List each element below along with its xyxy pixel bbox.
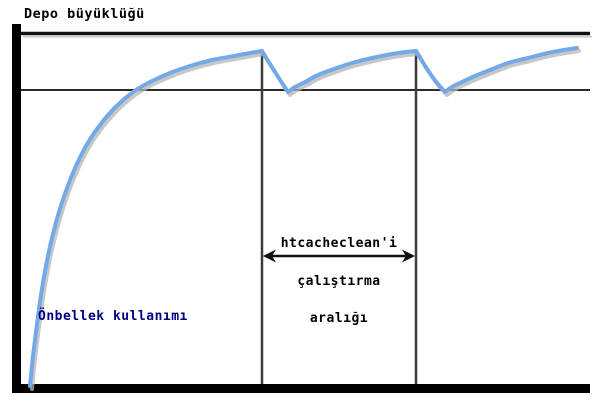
cache-usage-label: Önbellek kullanımı <box>38 309 188 324</box>
y-axis-title: Depo büyüklüğü <box>24 6 145 22</box>
interval-label-line3: aralığı <box>309 311 369 326</box>
left-axis <box>12 24 21 393</box>
interval-arrow-head-left <box>263 249 276 263</box>
bottom-axis <box>12 384 590 393</box>
interval-arrow-head-right <box>402 249 415 263</box>
interval-label: htcacheclean'i çalıştırma aralığı <box>262 213 416 351</box>
cache-curve <box>28 46 579 388</box>
interval-label-line1: htcacheclean'i <box>280 236 398 251</box>
interval-label-line2: çalıştırma <box>297 273 381 289</box>
